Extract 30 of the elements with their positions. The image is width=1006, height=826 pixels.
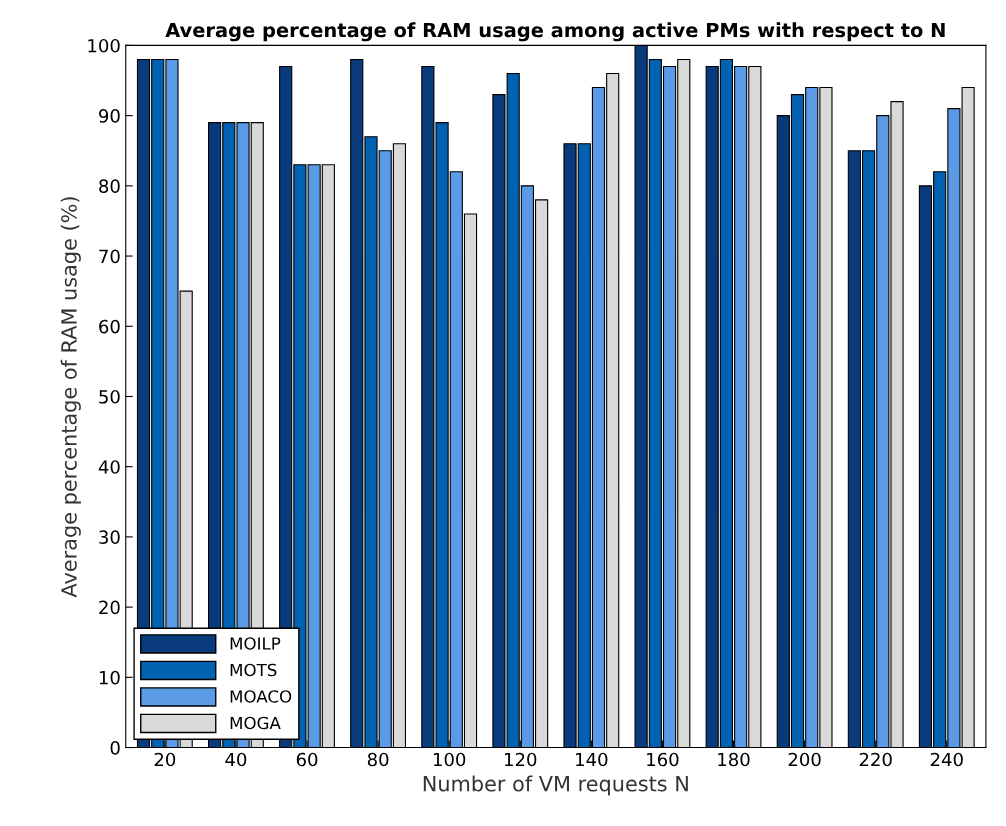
y-tick-label: 10 xyxy=(99,670,120,685)
legend-label: MOTS xyxy=(230,663,277,677)
legend-label: MOACO xyxy=(230,690,292,703)
legend-label: MOILP xyxy=(230,637,281,650)
y-tick-label: 80 xyxy=(99,179,120,193)
x-tick-label: 40 xyxy=(225,752,247,767)
x-tick-label: 240 xyxy=(930,752,963,767)
y-axis-title: Average percentage of RAM usage (%) xyxy=(60,197,81,598)
y-tick-label: 50 xyxy=(99,389,120,404)
x-tick-label: 120 xyxy=(505,752,537,767)
x-tick-label: 80 xyxy=(367,752,389,767)
x-tick-label: 180 xyxy=(718,752,750,767)
y-tick-label: 30 xyxy=(99,530,120,545)
y-tick-label: 100 xyxy=(88,38,120,53)
x-tick-label: 60 xyxy=(296,752,318,767)
y-tick-label: 20 xyxy=(99,600,120,615)
x-tick-label: 20 xyxy=(154,752,176,767)
y-tick-label: 0 xyxy=(110,740,120,755)
x-tick-label: 100 xyxy=(433,752,466,767)
x-tick-label: 220 xyxy=(859,752,892,767)
chart-title: Average percentage of RAM usage among active PMs with respect to N xyxy=(165,22,945,42)
x-axis-title: Number of VM requests N xyxy=(423,775,688,796)
x-tick-label: 200 xyxy=(788,752,821,767)
y-tick-label: 70 xyxy=(99,249,120,264)
x-tick-label: 160 xyxy=(647,752,679,767)
y-tick-label: 60 xyxy=(99,319,120,334)
legend-label: MOGA xyxy=(230,716,281,730)
y-tick-label: 40 xyxy=(98,460,120,474)
y-tick-label: 90 xyxy=(99,109,120,123)
x-tick-label: 140 xyxy=(576,752,608,767)
